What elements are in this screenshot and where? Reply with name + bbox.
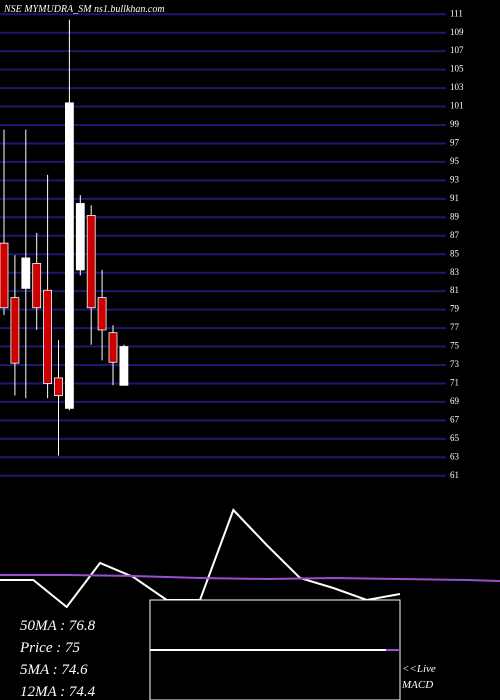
candle-body [10, 297, 20, 364]
y-tick-label: 61 [450, 470, 459, 480]
y-tick-label: 73 [450, 359, 460, 369]
y-tick-label: 87 [450, 230, 460, 240]
y-tick-label: 109 [450, 27, 464, 37]
candle-body [54, 377, 63, 396]
y-tick-label: 103 [450, 82, 464, 92]
candle-body [75, 203, 85, 271]
stat-text: 50MA : 76.8 [20, 618, 96, 634]
y-tick-label: 99 [450, 119, 460, 129]
y-tick-label: 75 [450, 341, 460, 351]
candle-body [119, 346, 129, 386]
indicator-line [0, 574, 500, 582]
y-tick-label: 85 [450, 248, 460, 258]
y-tick-label: 67 [450, 414, 460, 424]
stat-text: Price : 75 [19, 640, 80, 656]
y-tick-label: 79 [450, 304, 460, 314]
y-tick-label: 111 [450, 8, 463, 18]
price-panel: 61 63 65 67 69 71 73 75 77 79 81 83 85 87 89 91 93 95 97 99… [0, 8, 464, 480]
y-tick-label: 81 [450, 285, 459, 295]
y-tick-label: 105 [450, 64, 464, 74]
candle-body [21, 257, 31, 289]
y-tick-label: 97 [450, 138, 460, 148]
chart-title: NSE MYMUDRA_SM ns1.bullkhan.com [3, 4, 165, 15]
y-tick-label: 107 [450, 45, 464, 55]
y-tick-label: 65 [450, 433, 460, 443]
stat-text: 5MA : 74.6 [20, 662, 88, 678]
candle-body [108, 332, 118, 363]
y-tick-label: 71 [450, 378, 459, 388]
y-tick-label: 95 [450, 156, 460, 166]
y-tick-label: 63 [450, 451, 460, 461]
y-tick-label: 93 [450, 174, 460, 184]
candle-body [43, 289, 52, 384]
y-tick-label: 91 [450, 193, 459, 203]
candle-body [32, 263, 42, 309]
stat-text: 12MA : 74.4 [20, 684, 96, 700]
y-tick-label: 77 [450, 322, 460, 332]
y-tick-label: 101 [450, 101, 464, 111]
live-label: <<Live [402, 663, 436, 675]
y-tick-label: 69 [450, 396, 460, 406]
candle-body [97, 297, 107, 331]
y-tick-label: 83 [450, 267, 460, 277]
candle-body [0, 242, 9, 309]
macd-label: MACD [401, 679, 433, 691]
candle-body [86, 215, 96, 309]
candle-body [65, 102, 74, 409]
y-tick-label: 89 [450, 211, 460, 221]
